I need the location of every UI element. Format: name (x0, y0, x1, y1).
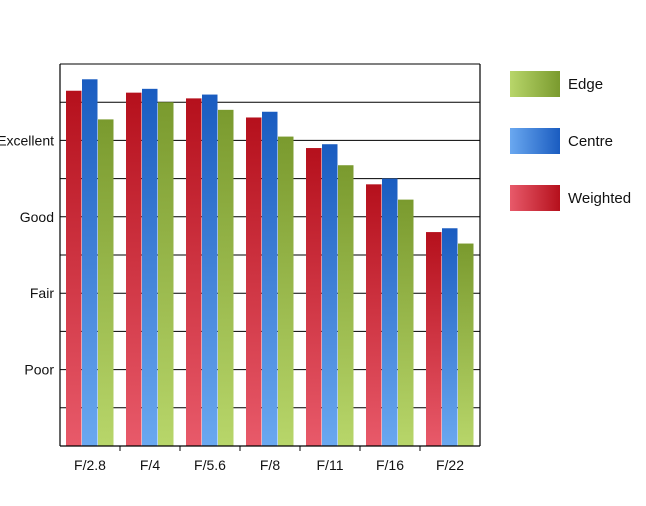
bar-centre-F4 (142, 88, 158, 446)
bar-weighted-F4 (126, 92, 142, 447)
legend: Edge Centre Weighted (510, 71, 631, 211)
y-tick-label: Poor (24, 362, 54, 378)
legend-swatch-edge (510, 71, 560, 97)
bar-edge-F11 (338, 165, 354, 447)
bar-centre-F11 (322, 144, 338, 446)
legend-label-edge: Edge (568, 76, 603, 93)
y-tick-label: Fair (30, 285, 54, 301)
bar-centre-F28 (82, 79, 98, 446)
axes: Excellent Good Fair Poor F/2.8 F/4 F/5.6 F/8 F/1… (0, 64, 481, 473)
bar-edge-F8 (278, 136, 294, 446)
x-tick-label: F/8 (260, 457, 280, 473)
bar-edge-F16 (398, 199, 414, 446)
x-tick-label: F/11 (317, 457, 344, 473)
bar-edge-F56 (218, 109, 234, 446)
bar-centre-F8 (262, 111, 278, 446)
bar-weighted-F11 (306, 148, 322, 447)
bar-centre-F22 (442, 228, 458, 446)
bars (66, 79, 474, 447)
bar-weighted-F8 (246, 117, 262, 446)
x-tick-label: F/22 (436, 457, 464, 473)
x-tick-label: F/2.8 (74, 457, 106, 473)
x-tick-label: F/4 (140, 457, 160, 473)
bar-edge-F28 (98, 119, 114, 446)
y-tick-label: Excellent (0, 132, 54, 148)
bar-weighted-F28 (66, 90, 82, 447)
legend-label-weighted: Weighted (568, 190, 631, 207)
bar-centre-F56 (202, 94, 218, 446)
legend-swatch-centre (510, 128, 560, 154)
bar-edge-F22 (458, 243, 474, 446)
x-tick-label: F/5.6 (194, 457, 226, 473)
x-tick-label: F/16 (376, 457, 404, 473)
bar-weighted-F16 (366, 184, 382, 446)
legend-swatch-weighted (510, 185, 560, 211)
legend-label-centre: Centre (568, 133, 613, 150)
bar-centre-F16 (382, 178, 398, 446)
bar-weighted-F22 (426, 232, 442, 446)
y-tick-label: Good (20, 209, 54, 225)
bar-weighted-F56 (186, 98, 202, 446)
bar-edge-F4 (158, 102, 174, 446)
